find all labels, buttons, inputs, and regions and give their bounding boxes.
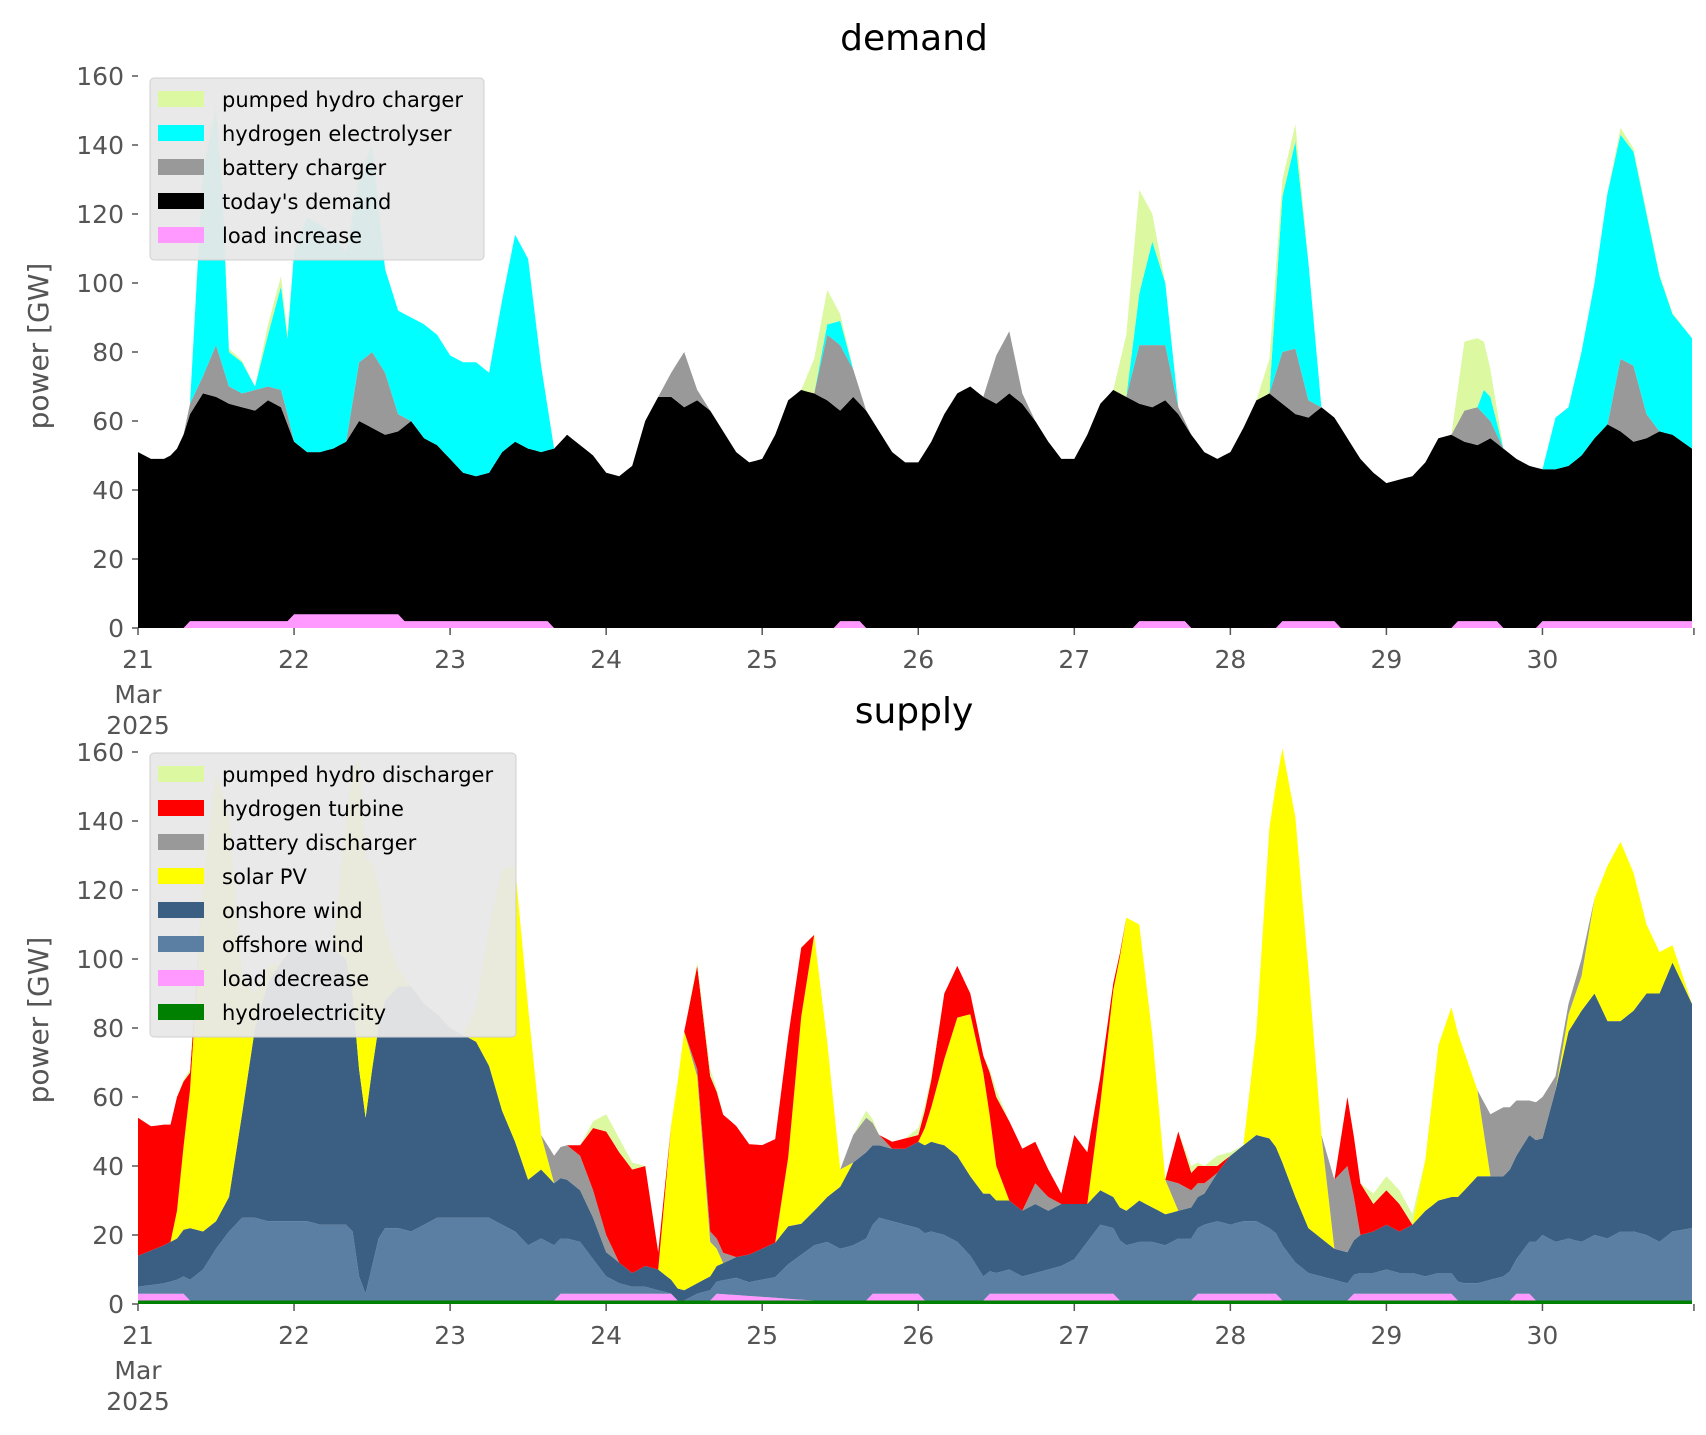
demand-x-tick-year: 2025: [106, 711, 170, 740]
demand-legend-label-today-s-demand: today's demand: [222, 190, 391, 214]
demand-area-load-increase: [138, 614, 1692, 628]
supply-x-tick-label: 26: [902, 1321, 934, 1350]
demand-x-tick-label: 25: [746, 645, 778, 674]
supply-x-tick-label: 27: [1058, 1321, 1090, 1350]
demand-y-tick-label: 60: [92, 407, 124, 436]
supply-y-tick-label: 120: [76, 876, 124, 905]
demand-y-tick-label: 0: [108, 614, 124, 643]
demand-legend-swatch-pumped-hydro-charger: [158, 91, 204, 107]
demand-x-tick-month: Mar: [114, 680, 162, 709]
demand-x-tick-label: 28: [1214, 645, 1246, 674]
supply-x-tick-label: 29: [1370, 1321, 1402, 1350]
supply-legend-label-pumped-hydro-discharger: pumped hydro discharger: [222, 763, 493, 787]
supply-y-tick-label: 160: [76, 738, 124, 767]
supply-legend-label-battery-discharger: battery discharger: [222, 831, 417, 855]
supply-legend-box: [149, 752, 517, 1038]
demand-y-tick-label: 160: [76, 62, 124, 91]
supply-area-solar-pv: [138, 748, 1692, 1291]
supply-legend-swatch-offshore-wind: [158, 936, 204, 952]
supply-legend-swatch-hydroelectricity: [158, 1004, 204, 1020]
demand-x-tick-label: 21: [122, 645, 154, 674]
supply-y-tick-label: 0: [108, 1290, 124, 1319]
supply-legend-swatch-load-decrease: [158, 970, 204, 986]
supply-x-tick-year: 2025: [106, 1387, 170, 1416]
supply-legend-swatch-pumped-hydro-discharger: [158, 766, 204, 782]
supply-legend: pumped hydro discharger hydrogen turbine b…: [149, 752, 517, 1038]
supply-y-tick-label: 20: [92, 1221, 124, 1250]
supply-y-tick-label: 40: [92, 1152, 124, 1181]
supply-x-tick-label: 25: [746, 1321, 778, 1350]
demand-x-tick-label: 30: [1527, 645, 1559, 674]
supply-x-tick-label: 21: [122, 1321, 154, 1350]
demand-legend-label-load-increase: load increase: [222, 224, 362, 248]
demand-legend-swatch-load-increase: [158, 227, 204, 243]
demand-y-tick-label: 140: [76, 131, 124, 160]
supply-legend-swatch-onshore-wind: [158, 902, 204, 918]
supply-legend-label-onshore-wind: onshore wind: [222, 899, 363, 923]
supply-y-tick-label: 140: [76, 807, 124, 836]
supply-legend-swatch-solar-pv: [158, 868, 204, 884]
demand-area-today-s-demand: [138, 386, 1692, 628]
supply-area-series: [138, 748, 1692, 1304]
demand-y-tick-label: 100: [76, 269, 124, 298]
demand-x-tick-label: 22: [278, 645, 310, 674]
supply-legend-label-offshore-wind: offshore wind: [222, 933, 364, 957]
demand-area-series: [138, 100, 1692, 628]
demand-legend-label-hydrogen-electrolyser: hydrogen electrolyser: [222, 122, 452, 146]
demand-legend-swatch-battery-charger: [158, 159, 204, 175]
demand-legend-swatch-hydrogen-electrolyser: [158, 125, 204, 141]
supply-legend-label-solar-pv: solar PV: [222, 865, 307, 889]
supply-y-tick-label: 80: [92, 1014, 124, 1043]
supply-x-tick-label: 30: [1527, 1321, 1559, 1350]
demand-legend-label-pumped-hydro-charger: pumped hydro charger: [222, 88, 463, 112]
demand-legend: pumped hydro charger hydrogen electrolyse…: [149, 77, 485, 261]
supply-title: supply: [855, 691, 974, 732]
demand-y-axis-label: power [GW]: [22, 263, 55, 430]
supply-area-offshore-wind: [138, 1217, 1692, 1301]
demand-x-tick-label: 26: [902, 645, 934, 674]
supply-area-load-decrease: [138, 1293, 1692, 1301]
supply-x-tick-label: 28: [1214, 1321, 1246, 1350]
demand-legend-box: [149, 77, 485, 261]
supply-x-tick-label: 22: [278, 1321, 310, 1350]
supply-area-hydroelectricity: [138, 1300, 1692, 1304]
demand-y-tick-label: 120: [76, 200, 124, 229]
supply-legend-label-hydrogen-turbine: hydrogen turbine: [222, 797, 404, 821]
demand-x-tick-label: 24: [590, 645, 622, 674]
supply-x-tick-month: Mar: [114, 1356, 162, 1385]
supply-legend-swatch-hydrogen-turbine: [158, 800, 204, 816]
supply-y-tick-label: 60: [92, 1083, 124, 1112]
supply-legend-swatch-battery-discharger: [158, 834, 204, 850]
demand-area-hydrogen-electrolyser: [138, 110, 1692, 484]
demand-y-tick-label: 80: [92, 338, 124, 367]
supply-legend-label-hydroelectricity: hydroelectricity: [222, 1001, 386, 1025]
demand-legend-swatch-today-s-demand: [158, 193, 204, 209]
demand-y-tick-label: 40: [92, 476, 124, 505]
supply-panel: supply power [GW] 0204060801001201401602…: [22, 691, 1695, 1416]
supply-x-tick-label: 24: [590, 1321, 622, 1350]
demand-x-tick-label: 29: [1370, 645, 1402, 674]
demand-x-tick-label: 27: [1058, 645, 1090, 674]
supply-y-axis-label: power [GW]: [22, 937, 55, 1104]
demand-panel: demand power [GW] 0 20 40 60 80 100 120 140 160 2…: [22, 18, 1695, 740]
demand-legend-label-battery-charger: battery charger: [222, 156, 387, 180]
supply-legend-label-load-decrease: load decrease: [222, 967, 369, 991]
supply-area-onshore-wind: [138, 941, 1692, 1301]
demand-y-tick-label: 20: [92, 545, 124, 574]
supply-y-tick-label: 100: [76, 945, 124, 974]
supply-x-tick-label: 23: [434, 1321, 466, 1350]
demand-title: demand: [840, 18, 988, 59]
demand-x-tick-label: 23: [434, 645, 466, 674]
